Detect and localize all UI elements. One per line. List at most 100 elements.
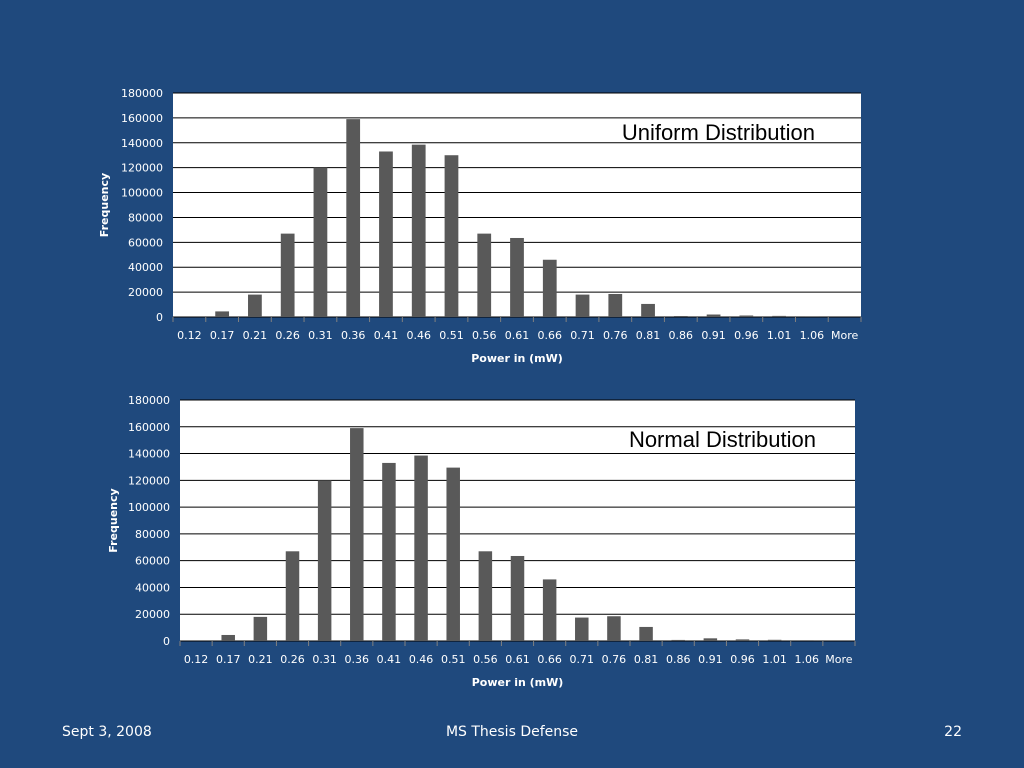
normal-x-tick-label: 0.21 — [248, 653, 273, 666]
uniform-y-tick-label: 140000 — [121, 137, 163, 150]
normal-bar-0.41 — [382, 462, 396, 641]
uniform-bar-0.46 — [411, 144, 426, 317]
uniform-x-tick-label: 0.66 — [538, 329, 563, 342]
uniform-bar-0.96 — [739, 315, 754, 317]
normal-y-tick-label: 180000 — [128, 394, 170, 407]
uniform-x-tick-label: More — [831, 329, 859, 342]
normal-bar-0.21 — [253, 616, 268, 641]
normal-chart-title: Normal Distribution — [629, 427, 816, 452]
footer-date: Sept 3, 2008 — [62, 724, 152, 740]
normal-x-tick-label: 0.71 — [570, 653, 595, 666]
normal-bar-0.17 — [221, 634, 235, 641]
normal-x-tick-label: 0.76 — [602, 653, 627, 666]
uniform-bar-1.01 — [772, 315, 786, 317]
uniform-y-tick-label: 80000 — [128, 211, 163, 224]
normal-x-tick-label: 0.56 — [473, 653, 498, 666]
uniform-x-tick-label: 0.71 — [570, 329, 595, 342]
normal-y-tick-label: 0 — [163, 635, 170, 648]
uniform-y-tick-label: 180000 — [121, 87, 163, 100]
uniform-y-tick-label: 20000 — [128, 286, 163, 299]
uniform-x-tick-label: 0.76 — [603, 329, 628, 342]
uniform-bar-0.71 — [575, 294, 590, 317]
normal-x-tick-label: 0.51 — [441, 653, 466, 666]
uniform-y-tick-label: 0 — [156, 311, 163, 324]
uniform-bar-0.51 — [444, 155, 459, 317]
normal-x-tick-label: 0.66 — [537, 653, 562, 666]
uniform-bar-0.66 — [542, 259, 557, 317]
normal-y-tick-label: 20000 — [135, 608, 170, 621]
normal-bar-0.91 — [703, 638, 718, 641]
uniform-x-tick-label: 1.01 — [767, 329, 792, 342]
normal-bar-1.01 — [767, 639, 782, 641]
uniform-y-tick-label: 160000 — [121, 112, 163, 125]
uniform-x-tick-label: 1.06 — [800, 329, 825, 342]
uniform-x-tick-label: 0.12 — [177, 329, 202, 342]
uniform-x-tick-label: 0.31 — [308, 329, 333, 342]
uniform-x-tick-label: 0.56 — [472, 329, 497, 342]
normal-bar-0.46 — [414, 455, 428, 641]
uniform-x-tick-label: 0.51 — [439, 329, 464, 342]
normal-y-tick-label: 120000 — [128, 474, 170, 487]
uniform-x-tick-label: 0.81 — [636, 329, 661, 342]
uniform-bar-0.61 — [510, 237, 524, 317]
normal-x-tick-label: 0.61 — [505, 653, 530, 666]
normal-x-tick-label: 0.26 — [280, 653, 305, 666]
uniform-x-tick-label: 0.91 — [701, 329, 726, 342]
uniform-x-tick-label: 0.21 — [243, 329, 268, 342]
normal-x-tick-label: 1.06 — [795, 653, 820, 666]
normal-x-tick-label: More — [825, 653, 853, 666]
uniform-x-tick-label: 0.61 — [505, 329, 530, 342]
uniform-bar-1.06 — [804, 316, 819, 317]
normal-x-tick-label: 0.36 — [345, 653, 370, 666]
uniform-bar-0.26 — [280, 233, 295, 317]
normal-x-tick-label: 1.01 — [762, 653, 787, 666]
uniform-bar-0.21 — [248, 294, 262, 317]
normal-bar-0.61 — [510, 555, 525, 641]
uniform-bar-0.17 — [215, 311, 230, 317]
normal-bar-0.86 — [671, 639, 685, 641]
normal-bar-0.71 — [575, 617, 589, 641]
normal-x-tick-label: 0.17 — [216, 653, 241, 666]
footer-page-number: 22 — [944, 724, 962, 740]
normal-y-tick-label: 60000 — [135, 555, 170, 568]
uniform-x-tick-label: 0.26 — [275, 329, 300, 342]
uniform-bar-0.56 — [477, 233, 492, 317]
uniform-bar-0.81 — [641, 303, 655, 317]
normal-x-axis-label: Power in (mW) — [472, 676, 564, 689]
normal-x-tick-label: 0.46 — [409, 653, 434, 666]
uniform-chart-title: Uniform Distribution — [622, 120, 815, 145]
normal-bar-0.81 — [639, 626, 653, 641]
normal-y-tick-label: 80000 — [135, 528, 170, 541]
normal-x-tick-label: 0.41 — [377, 653, 402, 666]
normal-bar-0.31 — [317, 480, 332, 641]
normal-bar-0.51 — [446, 467, 460, 641]
normal-y-tick-label: 40000 — [135, 581, 170, 594]
uniform-bar-0.91 — [706, 314, 721, 317]
uniform-bar-0.76 — [608, 293, 623, 317]
uniform-x-tick-label: 0.46 — [406, 329, 431, 342]
normal-x-tick-label: 0.86 — [666, 653, 691, 666]
uniform-y-tick-label: 100000 — [121, 187, 163, 200]
normal-x-tick-label: 0.12 — [184, 653, 209, 666]
normal-bar-0.56 — [478, 551, 493, 641]
uniform-x-tick-label: 0.86 — [669, 329, 694, 342]
uniform-bar-0.31 — [313, 167, 328, 317]
normal-bar-0.76 — [607, 616, 621, 641]
normal-bar-0.96 — [735, 639, 750, 641]
uniform-y-tick-label: 120000 — [121, 162, 163, 175]
uniform-x-tick-label: 0.41 — [374, 329, 399, 342]
normal-y-tick-label: 160000 — [128, 421, 170, 434]
uniform-bar-0.86 — [673, 316, 688, 317]
uniform-bar-0.41 — [379, 151, 393, 317]
uniform-x-tick-label: 0.96 — [734, 329, 759, 342]
normal-y-tick-label: 140000 — [128, 448, 170, 461]
normal-x-tick-label: 0.31 — [312, 653, 337, 666]
uniform-x-tick-label: 0.36 — [341, 329, 366, 342]
uniform-x-tick-label: 0.17 — [210, 329, 235, 342]
normal-y-tick-label: 100000 — [128, 501, 170, 514]
uniform-y-axis-label: Frequency — [98, 173, 111, 237]
uniform-y-tick-label: 60000 — [128, 236, 163, 249]
normal-y-axis-label: Frequency — [107, 488, 120, 552]
normal-bar-1.06 — [800, 640, 814, 641]
